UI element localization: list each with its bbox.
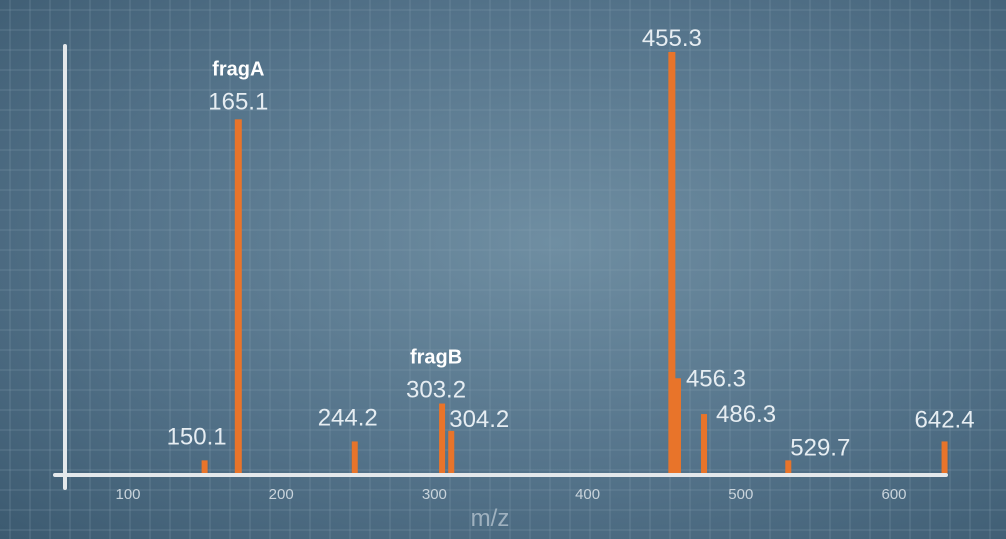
peak-labels: 150.1 165.1 fragA 244.2 303.2 fragB 304.2 455.3…: [167, 25, 975, 461]
peak-label: 529.7: [790, 434, 850, 461]
x-axis-title: m/z: [471, 505, 510, 532]
x-tick-label: 400: [575, 486, 600, 503]
x-tick-label: 100: [115, 486, 140, 503]
peak-label: 150.1: [167, 423, 227, 450]
peak-bar: [785, 460, 792, 473]
peak-label: 244.2: [318, 404, 378, 431]
peak-bar: [234, 119, 242, 474]
peak-label: 455.3: [642, 25, 702, 52]
x-tick-label: 500: [728, 486, 753, 503]
peak-bar: [439, 403, 446, 473]
peaks: [201, 52, 948, 474]
axes: [53, 44, 948, 490]
peak-bar: [941, 441, 948, 473]
peak-bar: [668, 52, 676, 473]
fragment-annotation: fragB: [410, 347, 462, 369]
peak-label: 486.3: [716, 401, 776, 428]
peak-label: 642.4: [915, 406, 975, 433]
peak-label: 165.1: [208, 88, 268, 115]
peak-bar: [351, 441, 358, 473]
peak-bar: [448, 430, 455, 473]
x-tick-label: 600: [881, 486, 906, 503]
fragment-annotation: fragA: [212, 58, 264, 80]
peak-bar: [201, 460, 208, 473]
x-tick-label: 300: [422, 486, 447, 503]
x-tick-labels: 100 200 300 400 500 600: [115, 486, 906, 503]
peak-label: 303.2: [406, 377, 466, 404]
peak-label: 304.2: [449, 406, 509, 433]
x-tick-label: 200: [269, 486, 294, 503]
peak-bar: [674, 378, 681, 473]
peak-bar: [701, 414, 708, 473]
peak-label: 456.3: [686, 365, 746, 392]
